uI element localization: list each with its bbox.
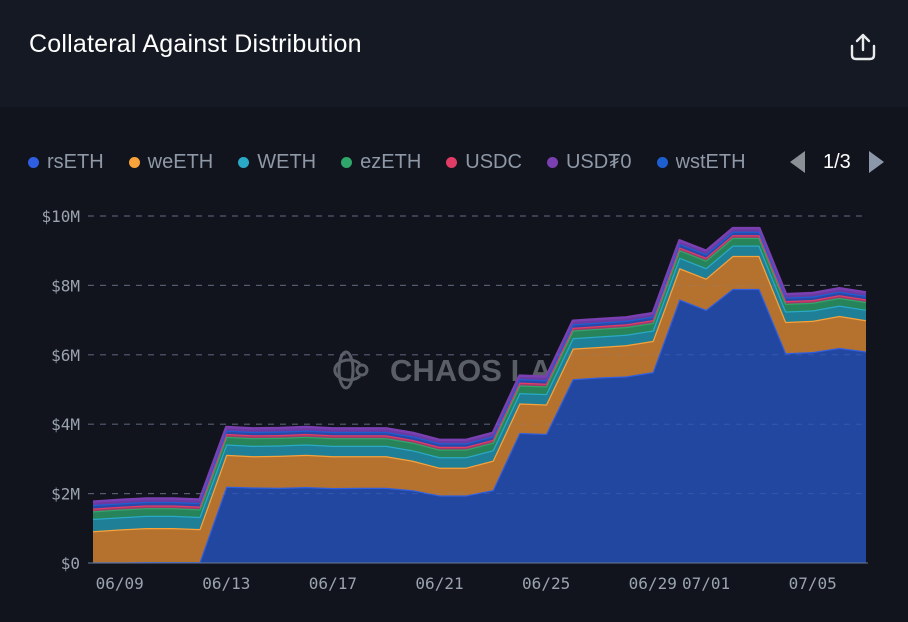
y-tick-label: $0 bbox=[61, 554, 80, 573]
legend-page-indicator: 1/3 bbox=[823, 150, 851, 173]
y-tick-label: $6M bbox=[51, 346, 80, 365]
x-axis: 06/09 06/13 06/17 06/21 06/25 06/29 07/01 07/05 bbox=[96, 574, 837, 593]
stacked-area-chart: CHAOS LABS $0$2M$4M$6M$8M$10M 06/09 06/13… bbox=[41, 207, 868, 593]
chaos-labs-logo-icon bbox=[333, 350, 369, 390]
legend-label: ezETH bbox=[360, 150, 422, 173]
legend-label: weETH bbox=[147, 150, 214, 173]
y-tick-label: $4M bbox=[51, 415, 80, 434]
line-usd0 bbox=[92, 226, 867, 503]
legend-item-usdc[interactable]: USDC bbox=[446, 151, 522, 174]
legend-dot-icon bbox=[128, 156, 140, 168]
x-tick-label: 06/25 bbox=[522, 574, 570, 593]
legend-item-rseth[interactable]: rsETH bbox=[28, 151, 104, 174]
x-tick-label: 06/13 bbox=[202, 574, 250, 593]
y-axis: $0 $2M $4M $6M $8M $10M bbox=[41, 207, 80, 573]
x-tick-label: 07/01 bbox=[682, 574, 730, 593]
x-tick-label: 06/21 bbox=[415, 574, 463, 593]
chart-legend: rsETH weETH WETH ezETH USDC USD₮0 wstETH bbox=[28, 148, 744, 176]
legend-dot-icon bbox=[546, 156, 558, 168]
share-upload-icon bbox=[850, 33, 876, 61]
legend-dot-icon bbox=[28, 156, 39, 168]
legend-dot-icon bbox=[341, 156, 353, 168]
x-tick-label: 07/05 bbox=[789, 574, 837, 593]
share-button[interactable] bbox=[846, 30, 880, 64]
legend-dot-icon bbox=[656, 156, 668, 168]
legend-item-usd0[interactable]: USD₮0 bbox=[546, 150, 632, 174]
y-tick-label: $8M bbox=[51, 276, 80, 295]
legend-item-wsteth[interactable]: wstETH bbox=[656, 150, 744, 174]
triangle-right-icon[interactable] bbox=[868, 151, 884, 173]
legend-pager: 1/3 bbox=[790, 148, 884, 176]
legend-item-weeth[interactable]: weETH bbox=[128, 150, 214, 174]
x-tick-label: 06/17 bbox=[309, 574, 357, 593]
x-tick-label: 06/29 bbox=[629, 574, 677, 593]
area-layers bbox=[88, 215, 868, 564]
legend-item-weth[interactable]: WETH bbox=[238, 151, 316, 174]
y-tick-label: $2M bbox=[51, 485, 80, 504]
legend-label: rsETH bbox=[47, 150, 104, 173]
legend-dot-icon bbox=[446, 156, 458, 168]
x-tick-label: 06/09 bbox=[96, 574, 144, 593]
legend-dot-icon bbox=[238, 156, 250, 168]
area-weeth bbox=[93, 255, 866, 563]
legend-label: wstETH bbox=[675, 150, 744, 173]
legend-label: WETH bbox=[257, 150, 317, 173]
legend-item-ezeth[interactable]: ezETH bbox=[341, 151, 421, 174]
y-tick-label: $10M bbox=[41, 207, 80, 226]
chart-header: Collateral Against Distribution bbox=[0, 0, 908, 107]
legend-label: USD₮0 bbox=[565, 150, 632, 173]
area-rseth bbox=[93, 288, 866, 563]
chart-title: Collateral Against Distribution bbox=[29, 30, 362, 58]
triangle-left-icon[interactable] bbox=[790, 151, 805, 173]
legend-label: USDC bbox=[465, 150, 522, 173]
